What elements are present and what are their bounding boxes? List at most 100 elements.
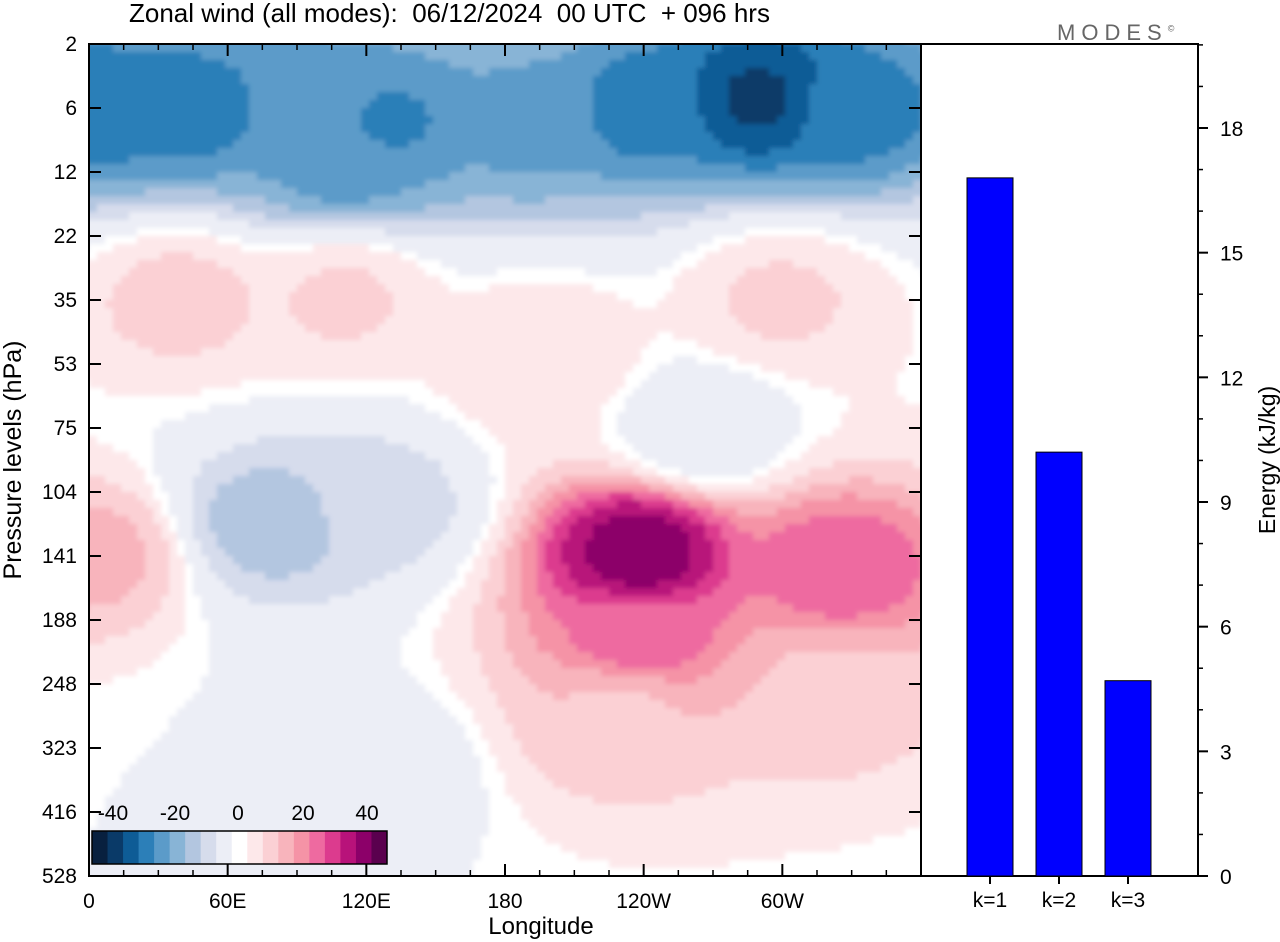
heatmap-cell — [769, 348, 778, 357]
heatmap-cell — [249, 404, 258, 413]
heatmap-cell — [225, 132, 234, 141]
heatmap-cell — [297, 300, 306, 309]
heatmap-cell — [497, 372, 506, 381]
heatmap-cell — [161, 92, 170, 101]
heatmap-cell — [625, 236, 634, 245]
heatmap-cell — [633, 372, 642, 381]
heatmap-cell — [857, 396, 866, 405]
heatmap-cell — [257, 252, 266, 261]
heatmap-cell — [737, 388, 746, 397]
heatmap-cell — [537, 244, 546, 253]
heatmap-cell — [289, 188, 298, 197]
heatmap-cell — [121, 108, 130, 117]
heatmap-cell — [129, 140, 138, 149]
heatmap-cell — [577, 92, 586, 101]
heatmap-cell — [593, 276, 602, 285]
heatmap-cell — [305, 76, 314, 85]
heatmap-cell — [217, 396, 226, 405]
heatmap-cell — [793, 268, 802, 277]
heatmap-cell — [633, 276, 642, 285]
heatmap-cell — [209, 140, 218, 149]
heatmap-cell — [785, 356, 794, 365]
heatmap-cell — [673, 164, 682, 173]
heatmap-cell — [257, 84, 266, 93]
heatmap-cell — [257, 188, 266, 197]
heatmap-cell — [657, 292, 666, 301]
heatmap-cell — [577, 372, 586, 381]
heatmap-cell — [649, 340, 658, 349]
heatmap-cell — [857, 148, 866, 157]
heatmap-cell — [233, 356, 242, 365]
heatmap-cell — [249, 236, 258, 245]
heatmap-cell — [153, 244, 162, 253]
heatmap-cell — [785, 212, 794, 221]
heatmap-cell — [785, 300, 794, 309]
heatmap-cell — [641, 148, 650, 157]
heatmap-cell — [121, 164, 130, 173]
heatmap-cell — [849, 404, 858, 413]
heatmap-cell — [257, 332, 266, 341]
heatmap-cell — [425, 236, 434, 245]
heatmap-cell — [473, 52, 482, 61]
heatmap-cell — [497, 116, 506, 125]
heatmap-cell — [761, 276, 770, 285]
heatmap-cell — [841, 212, 850, 221]
heatmap-cell — [89, 100, 98, 109]
heatmap-cell — [689, 276, 698, 285]
heatmap-cell — [649, 100, 658, 109]
heatmap-cell — [465, 180, 474, 189]
heatmap-cell — [497, 60, 506, 69]
heatmap-cell — [377, 212, 386, 221]
heatmap-cell — [769, 100, 778, 109]
heatmap-cell — [529, 236, 538, 245]
heatmap-cell — [809, 268, 818, 277]
heatmap-cell — [777, 76, 786, 85]
heatmap-cell — [673, 148, 682, 157]
heatmap-cell — [401, 212, 410, 221]
heatmap-cell — [193, 52, 202, 61]
heatmap-cell — [313, 364, 322, 373]
heatmap-cell — [281, 380, 290, 389]
heatmap-cell — [121, 260, 130, 269]
heatmap-cell — [697, 196, 706, 205]
heatmap-cell — [321, 52, 330, 61]
heatmap-cell — [337, 76, 346, 85]
heatmap-cell — [865, 52, 874, 61]
heatmap-cell — [697, 228, 706, 237]
heatmap-cell — [105, 148, 114, 157]
heatmap-cell — [625, 404, 634, 413]
heatmap-cell — [401, 116, 410, 125]
heatmap-cell — [321, 268, 330, 277]
heatmap-cell — [313, 276, 322, 285]
heatmap-cell — [817, 244, 826, 253]
heatmap-cell — [785, 260, 794, 269]
heatmap-cell — [865, 284, 874, 293]
heatmap-cell — [873, 76, 882, 85]
heatmap-cell — [129, 252, 138, 261]
heatmap-cell — [369, 196, 378, 205]
heatmap-cell — [241, 268, 250, 277]
heatmap-cell — [857, 324, 866, 333]
heatmap-cell — [545, 108, 554, 117]
heatmap-cell — [737, 268, 746, 277]
heatmap-cell — [345, 244, 354, 253]
heatmap-cell — [241, 196, 250, 205]
heatmap-cell — [257, 212, 266, 221]
heatmap-cell — [697, 276, 706, 285]
heatmap-cell — [97, 372, 106, 381]
heatmap-cell — [425, 212, 434, 221]
heatmap-cell — [761, 44, 770, 53]
heatmap-cell — [217, 100, 226, 109]
heatmap-cell — [433, 228, 442, 237]
heatmap-cell — [897, 356, 906, 365]
heatmap-cell — [721, 356, 730, 365]
heatmap-cell — [905, 364, 914, 373]
heatmap-cell — [145, 108, 154, 117]
heatmap-cell — [249, 268, 258, 277]
heatmap-cell — [297, 188, 306, 197]
heatmap-cell — [729, 332, 738, 341]
heatmap-cell — [137, 196, 146, 205]
heatmap-cell — [809, 108, 818, 117]
heatmap-cell — [577, 196, 586, 205]
heatmap-cell — [681, 148, 690, 157]
